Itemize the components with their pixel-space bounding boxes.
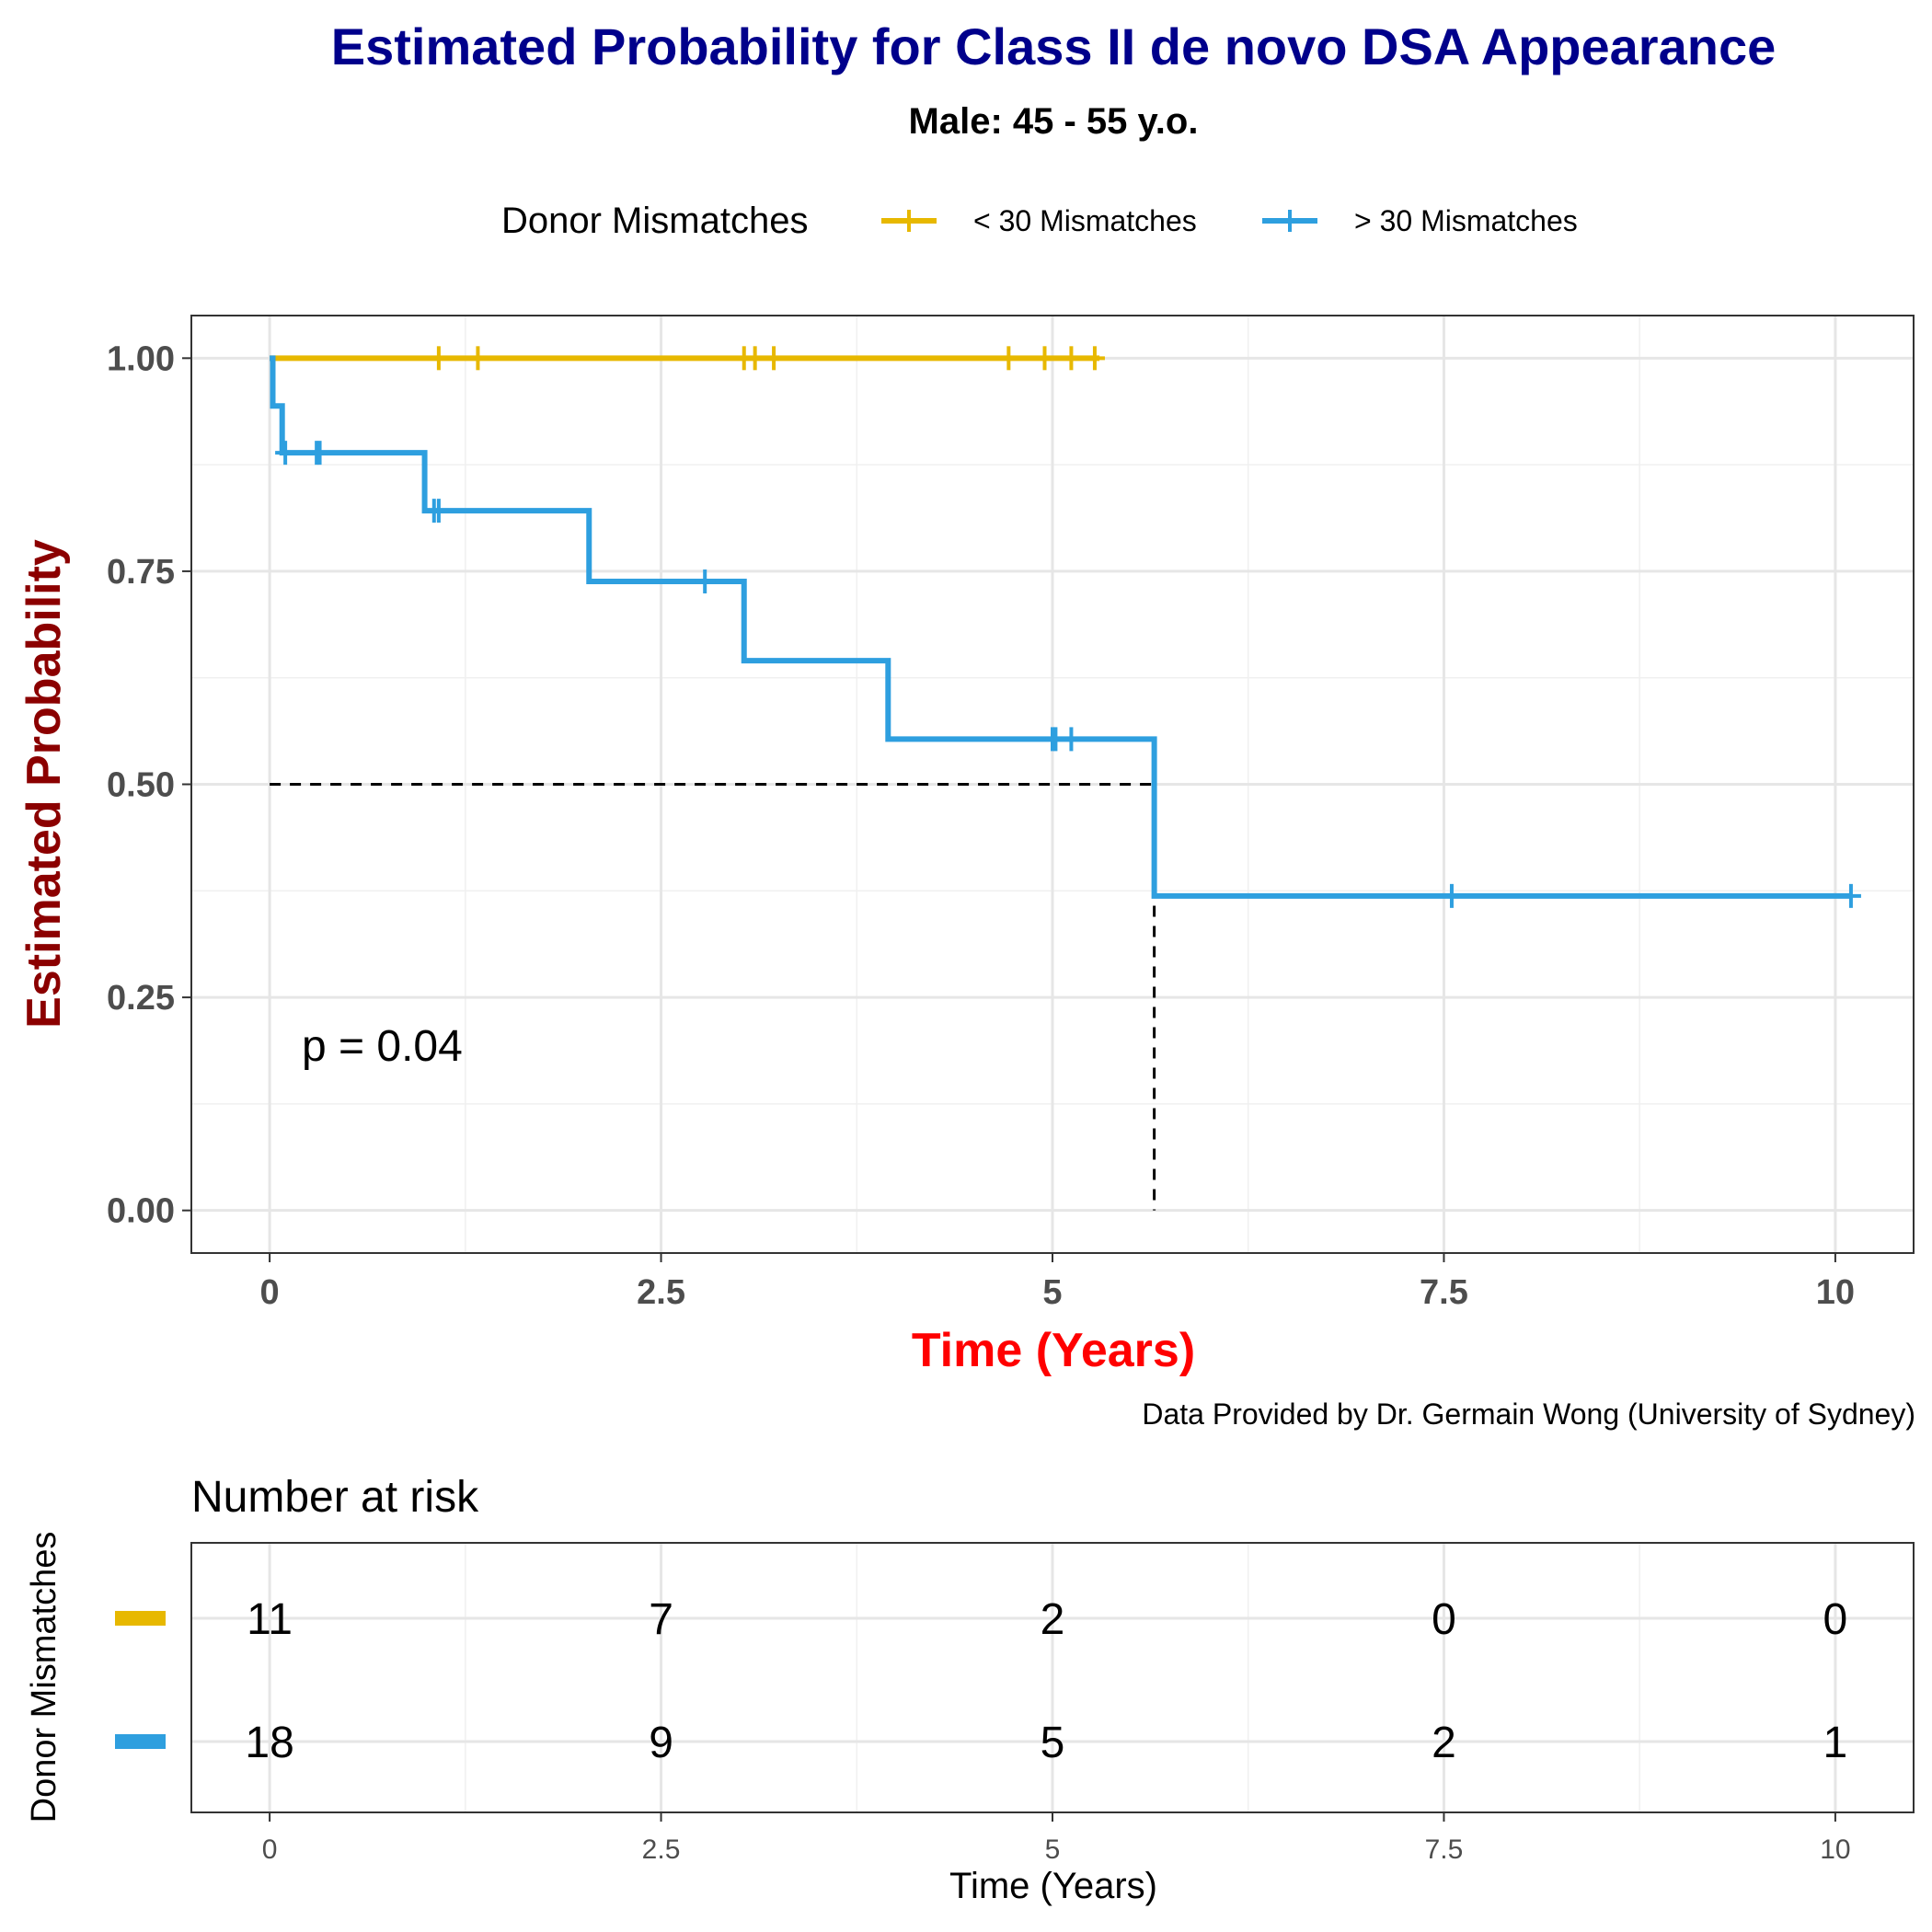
x-axis-ticks: 0 2.5 5 7.5 10 (260, 1253, 1855, 1312)
y-tick-label: 0.25 (107, 979, 175, 1018)
risk-count: 2 (1432, 1719, 1456, 1767)
legend: Donor Mismatches < 30 Mismatches > 30 Mis… (501, 201, 1578, 241)
legend-label: > 30 Mismatches (1354, 204, 1578, 237)
risk-count: 9 (649, 1719, 673, 1767)
chart-title: Estimated Probability for Class II de no… (331, 17, 1776, 75)
x-tick-label: 2.5 (637, 1273, 685, 1312)
risk-count: 2 (1041, 1595, 1065, 1644)
risk-count: 5 (1041, 1719, 1065, 1767)
x-tick-label: 5 (1042, 1273, 1062, 1312)
risk-x-tick-label: 5 (1045, 1834, 1061, 1865)
chart-subtitle: Male: 45 - 55 y.o. (909, 101, 1199, 142)
y-tick-label: 1.00 (107, 339, 175, 378)
risk-count: 1 (1823, 1719, 1848, 1767)
survival-curves (270, 346, 1861, 908)
series-line-1 (270, 355, 1851, 899)
y-axis-label: Estimated Probability (17, 539, 71, 1029)
x-tick-label: 0 (260, 1273, 280, 1312)
x-axis-label: Time (Years) (912, 1324, 1195, 1377)
risk-count: 11 (247, 1595, 293, 1644)
y-axis-ticks: 0.00 0.25 0.50 0.75 1.00 (107, 339, 191, 1231)
risk-grid (191, 1543, 1914, 1812)
legend-title: Donor Mismatches (501, 201, 808, 241)
risk-x-tick-label: 0 (262, 1834, 278, 1865)
risk-x-tick-label: 7.5 (1425, 1834, 1464, 1865)
main-grid (191, 316, 1914, 1253)
main-plot: 0.00 0.25 0.50 0.75 1.00 0 2.5 5 7.5 10 p = 0.04 (107, 315, 1915, 1312)
risk-rows: 11 7 2 0 0 18 9 5 2 1 (115, 1595, 1847, 1767)
x-tick-label: 10 (1816, 1273, 1855, 1312)
risk-count: 7 (649, 1595, 673, 1644)
risk-x-tick-label: 10 (1820, 1834, 1850, 1865)
y-tick-label: 0.00 (107, 1192, 175, 1231)
risk-table: 11 7 2 0 0 18 9 5 2 1 0 2.5 5 7.5 10 (115, 1542, 1915, 1865)
y-tick-label: 0.50 (107, 766, 175, 805)
risk-count: 18 (245, 1719, 293, 1767)
data-caption: Data Provided by Dr. Germain Wong (Unive… (1142, 1397, 1915, 1431)
risk-x-axis-ticks: 0 2.5 5 7.5 10 (262, 1812, 1851, 1865)
risk-y-axis-label: Donor Mismatches (25, 1532, 63, 1823)
risk-x-axis-label: Time (Years) (949, 1866, 1157, 1906)
risk-table-title: Number at risk (191, 1473, 479, 1522)
risk-x-tick-label: 2.5 (642, 1834, 681, 1865)
risk-count: 0 (1823, 1595, 1848, 1644)
x-tick-label: 7.5 (1420, 1273, 1468, 1312)
risk-count: 0 (1432, 1595, 1456, 1644)
p-value-annotation: p = 0.04 (302, 1022, 463, 1071)
legend-items: < 30 Mismatches > 30 Mismatches (881, 204, 1578, 237)
y-tick-label: 0.75 (107, 553, 175, 592)
legend-label: < 30 Mismatches (973, 204, 1197, 237)
